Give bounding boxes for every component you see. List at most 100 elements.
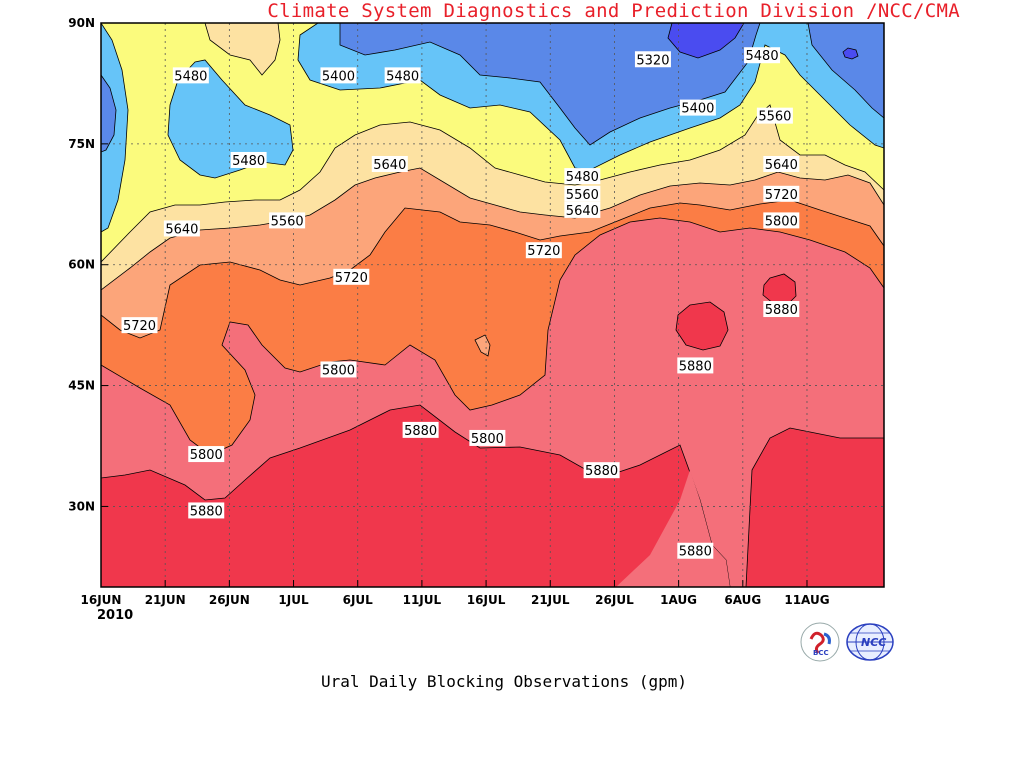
contour-label-box [564, 201, 601, 218]
contour-label-text: 5720 [123, 319, 156, 334]
contour-label-box [677, 357, 714, 374]
bcc-logo: BCC [800, 622, 840, 662]
contour-label-box [269, 212, 306, 229]
contour-label-text: 5480 [566, 170, 599, 185]
contour-label-text: 5480 [386, 69, 419, 84]
contour-label-box [469, 429, 506, 446]
contour-label: 5560 [756, 107, 793, 125]
contour-label-box [763, 156, 800, 172]
contour-label-text: 5480 [746, 49, 779, 64]
contour-label-text: 5400 [681, 102, 714, 117]
grid-lines [101, 23, 884, 587]
contour-label-box [564, 185, 601, 202]
contour-label-box [763, 301, 800, 318]
y-tick-label: 45N [68, 379, 95, 393]
contour-label: 5720 [763, 185, 800, 203]
contour-label: 5880 [677, 357, 714, 374]
x-tick-label: 1AUG [660, 593, 697, 607]
contour-label: 5800 [763, 212, 800, 229]
fill-lt5320-dot [842, 47, 859, 60]
chart-title: Ural Daily Blocking Observations (gpm) [320, 672, 688, 691]
contour-label: 5320 [634, 51, 671, 68]
contour-label-box [230, 151, 267, 168]
contour-label-box [188, 446, 225, 463]
contour-label: 5720 [525, 242, 562, 259]
contour-label-box [121, 317, 158, 334]
fill-5880-bubble-aug [675, 301, 729, 351]
contour-label-text: 5880 [404, 424, 437, 439]
contour-label: 5800 [469, 429, 506, 447]
contour-label-box [188, 502, 225, 519]
x-tick-label: 26JUL [595, 593, 634, 607]
contour-label: 5480 [230, 151, 267, 169]
contour-label-text: 5880 [765, 303, 798, 318]
contour-label-text: 5880 [679, 545, 712, 560]
contour-label-box [744, 47, 781, 64]
contour-label: 5800 [320, 361, 357, 378]
contour-label-box [163, 220, 200, 237]
contour-label-box [371, 156, 408, 172]
contour-label-box [634, 51, 671, 68]
contour-label-box [583, 462, 620, 479]
contour-label: 5880 [763, 301, 800, 318]
contour-label-box [320, 361, 357, 378]
contour-label-text: 5320 [636, 53, 669, 68]
fill-lt5320-band [667, 23, 745, 59]
contour-label: 5720 [333, 268, 370, 286]
contour-label-text: 5880 [679, 359, 712, 374]
contour-labels: 5320 5480 5480 5400 5480 5400 5560 5480 5640 5640… [121, 47, 800, 560]
contour-label-text: 5800 [322, 363, 355, 378]
contour-label-box [525, 242, 562, 259]
contour-label-text: 5880 [585, 464, 618, 479]
contour-label-text: 5640 [373, 158, 406, 173]
contour-label: 5880 [188, 502, 225, 519]
fill-5320-corner [807, 23, 884, 119]
logo-group: BCC NCC [800, 622, 900, 662]
fill-5640-blob [474, 334, 491, 357]
svg-text:BCC: BCC [813, 649, 829, 657]
contour-label: 5480 [172, 67, 209, 84]
contour-label-text: 5560 [271, 214, 304, 229]
contour-label: 5560 [564, 185, 601, 203]
contour-label-text: 5640 [566, 204, 599, 219]
contour-label: 5480 [744, 47, 781, 64]
ncc-logo: NCC [846, 623, 894, 661]
contour-label-text: 5560 [566, 188, 599, 203]
contour-label-box [679, 99, 716, 116]
contour-label-text: 5800 [190, 448, 223, 463]
contour-plot: 16JUN 21JUN 26JUN 1JUL 6JUL 11JUL 16JUL 21JUL 26… [68, 16, 885, 623]
contour-label: 5480 [564, 168, 601, 185]
contour-label-text: 5640 [765, 158, 798, 173]
contour-label-box [333, 268, 370, 285]
contour-label-text: 5800 [471, 432, 504, 447]
contour-label-text: 5480 [232, 154, 265, 169]
contour-label-text: 5720 [765, 188, 798, 203]
contour-label-box [402, 421, 439, 438]
y-tick-label: 90N [68, 16, 95, 30]
credit-line: Climate System Diagnostics and Predictio… [0, 0, 1024, 22]
contour-label: 5400 [320, 67, 357, 84]
contour-label: 5560 [269, 212, 306, 229]
contour-label: 5800 [188, 446, 225, 463]
x-tick-label: 11AUG [784, 593, 829, 607]
contour-label-text: 5480 [174, 69, 207, 84]
svg-text:NCC: NCC [861, 636, 886, 649]
contour-label: 5880 [583, 462, 620, 479]
contour-label-text: 5560 [758, 110, 791, 125]
contour-label: 5720 [121, 317, 158, 334]
contour-label-box [756, 107, 793, 124]
contour-label: 5880 [677, 542, 714, 560]
contour-label-box [320, 67, 357, 84]
contour-label-box [677, 542, 714, 559]
fill-5320-left [101, 74, 117, 153]
x-tick-label: 6AUG [724, 593, 761, 607]
year-label: 2010 [97, 608, 133, 623]
x-tick-label: 21JUN [145, 593, 186, 607]
contour-label: 5480 [384, 67, 421, 84]
contour-label-box [763, 212, 800, 229]
x-tick-label: 26JUN [209, 593, 250, 607]
plot-frame [100, 22, 885, 588]
x-tick-label: 11JUL [403, 593, 442, 607]
credit-text: Climate System Diagnostics and Predictio… [267, 0, 960, 22]
contour-label: 5640 [763, 156, 800, 173]
